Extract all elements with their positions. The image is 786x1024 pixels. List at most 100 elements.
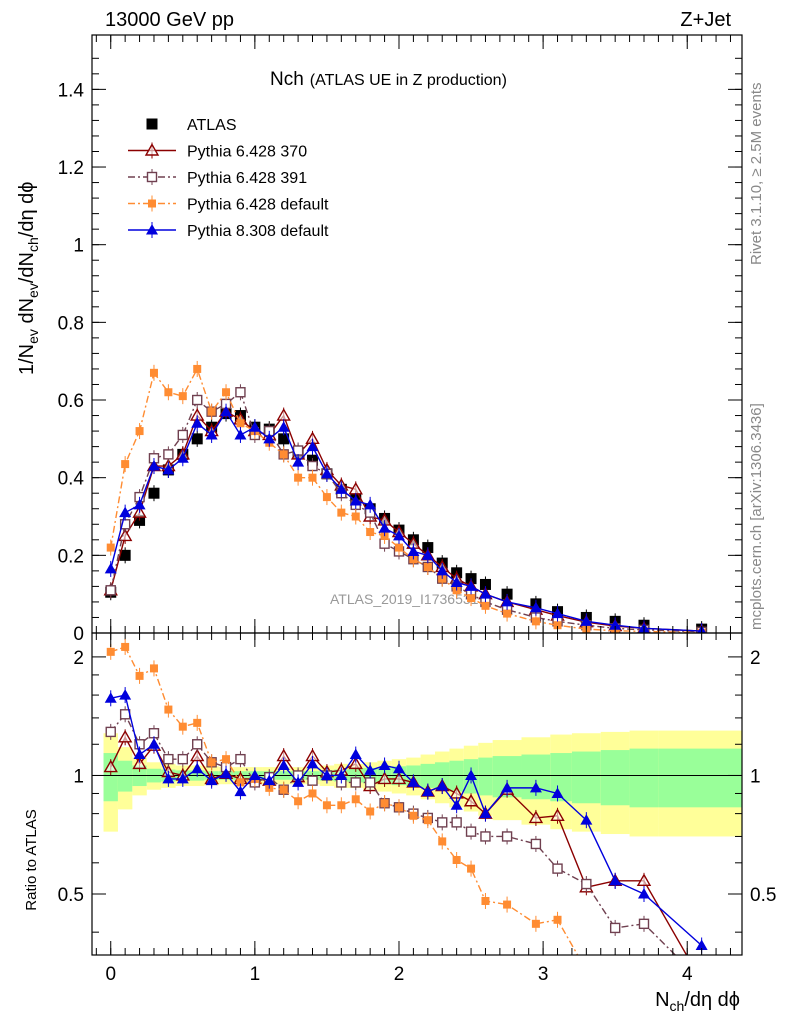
ratio-series-group [103, 638, 708, 955]
main-point [378, 522, 391, 533]
ratio-point [530, 838, 542, 850]
ratio-point [322, 801, 331, 810]
ratio-point [236, 778, 245, 787]
main-point [277, 421, 290, 432]
main-point [135, 427, 144, 436]
band-green-bin [600, 750, 630, 806]
main-point [366, 528, 375, 537]
main-point [364, 498, 377, 510]
main-point [121, 460, 130, 469]
ratio-point [501, 831, 513, 842]
main-panel: 0 0.2 0.4 0.6 0.8 1 1.2 1.4 [58, 34, 743, 645]
ratio-point [501, 781, 514, 793]
main-point [248, 421, 261, 432]
main-point [467, 594, 476, 603]
ratio-point [104, 692, 117, 703]
main-point [609, 619, 622, 630]
main-point [119, 549, 131, 561]
main-point [551, 607, 564, 619]
ratio-point [609, 922, 621, 934]
ratio-point [348, 756, 363, 770]
legend-label: Pythia 8.308 default [187, 223, 329, 240]
ytick-label: 1 [73, 236, 84, 257]
ratio-point [133, 748, 146, 760]
ratio-point [292, 776, 305, 787]
mcplots-label: mcplots.cern.ch [arXiv:1306.3436] [748, 403, 765, 630]
ratio-point [163, 753, 174, 765]
legend: ATLAS Pythia 6.428 370 Pythia 6.428 391 Pyt… [128, 117, 329, 240]
main-point [104, 562, 117, 574]
band-green-bin [435, 762, 450, 790]
main-point [207, 407, 216, 416]
ratio-point [552, 863, 563, 874]
ytick-label: 0.8 [58, 313, 84, 334]
main-point [222, 388, 231, 397]
ratio-point [149, 664, 158, 673]
ratio-point [222, 755, 231, 764]
band-green-bin [629, 748, 659, 808]
ratio-point [162, 772, 175, 784]
ratio-point [192, 739, 203, 750]
xtick-label: 1 [250, 964, 261, 985]
ratio-point [450, 799, 463, 810]
main-point [349, 494, 362, 506]
legend-label: Pythia 6.428 370 [187, 144, 307, 161]
main-point [178, 392, 187, 401]
ratio-point [528, 810, 544, 824]
main-point [394, 543, 403, 552]
legend-marker [146, 224, 158, 235]
ratio-point [191, 762, 204, 774]
ratio-point [581, 878, 592, 890]
ratio-point [279, 785, 288, 794]
main-point [294, 473, 303, 482]
main-point [106, 543, 115, 552]
legend-label: ATLAS [187, 117, 237, 134]
band-green-bin [571, 751, 601, 804]
header-right: Z+Jet [680, 9, 731, 31]
ratio-point [529, 781, 542, 793]
main-point [191, 417, 204, 428]
ratio-point [407, 776, 420, 787]
main-point [423, 562, 432, 571]
main-point [501, 595, 514, 607]
ytick-label: 1.4 [58, 80, 85, 101]
legend-marker [148, 199, 156, 208]
ratio-point [205, 774, 218, 786]
main-point [191, 433, 203, 445]
main-point [276, 408, 291, 421]
ratio-point [277, 759, 290, 770]
ratio-point [207, 758, 216, 767]
ratio-point [364, 777, 376, 788]
ratio-point [351, 795, 360, 804]
xtick-label: 2 [394, 964, 405, 985]
main-point [279, 450, 288, 459]
ratio-point [637, 887, 650, 899]
ratio-line-1 [110, 712, 677, 955]
main-point [529, 601, 542, 613]
ratio-ytick-label-right: 2 [750, 648, 761, 669]
band-green-bin [449, 760, 464, 792]
main-point [479, 588, 492, 599]
main-point [193, 364, 202, 373]
ytick-label: 0.2 [58, 546, 84, 567]
ratio-point [391, 771, 407, 785]
ratio-point [220, 767, 233, 779]
main-point [236, 419, 245, 428]
main-point [335, 483, 348, 494]
main-point [147, 460, 160, 471]
main-line-1 [110, 410, 702, 632]
band-green-bin [550, 753, 572, 802]
ratio-point [350, 777, 361, 788]
ratio-point [695, 939, 708, 950]
ratio-point [190, 748, 205, 762]
ratio-point [147, 738, 160, 749]
analysis-watermark: ATLAS_2019_I1736531 [330, 591, 479, 607]
ratio-point [349, 748, 362, 760]
main-point [119, 506, 132, 518]
ratio-point [421, 785, 434, 797]
plot-title-sub: (ATLAS UE in Z production) [310, 72, 507, 89]
main-point [337, 508, 346, 517]
ratio-point [132, 756, 147, 770]
ratio-point [103, 759, 118, 773]
